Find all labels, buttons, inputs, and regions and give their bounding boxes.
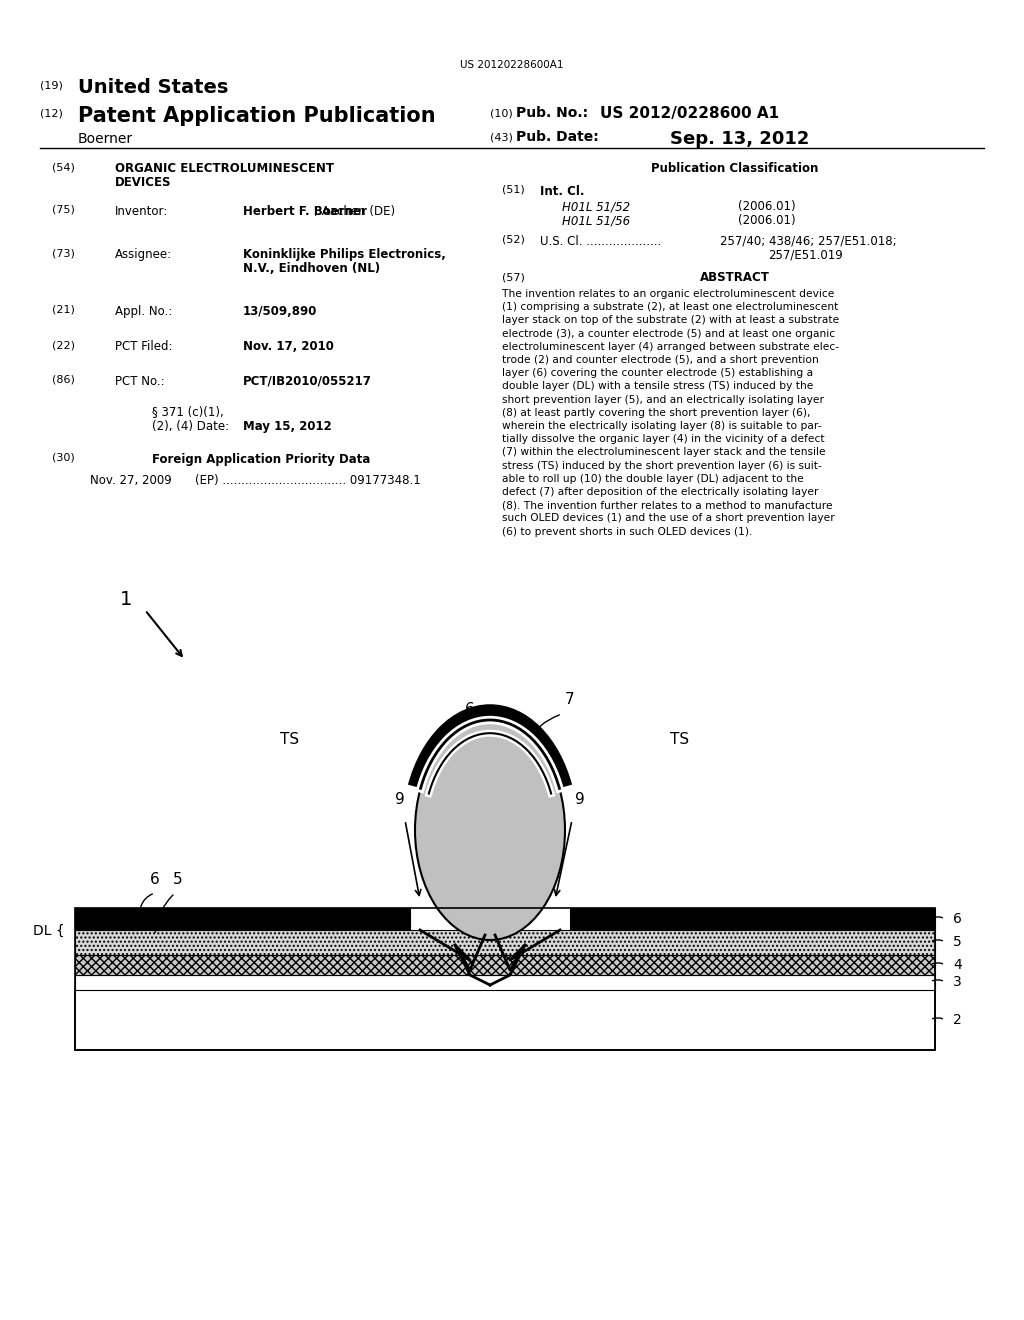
Text: such OLED devices (1) and the use of a short prevention layer: such OLED devices (1) and the use of a s… bbox=[502, 513, 835, 524]
Text: able to roll up (10) the double layer (DL) adjacent to the: able to roll up (10) the double layer (D… bbox=[502, 474, 804, 484]
Text: Int. Cl.: Int. Cl. bbox=[540, 185, 585, 198]
Text: U.S. Cl. ....................: U.S. Cl. .................... bbox=[540, 235, 662, 248]
Text: Herbert F. Boerner: Herbert F. Boerner bbox=[243, 205, 367, 218]
Text: Appl. No.:: Appl. No.: bbox=[115, 305, 172, 318]
Bar bbox=[75, 954, 935, 975]
Text: TS: TS bbox=[281, 733, 300, 747]
Text: (51): (51) bbox=[502, 185, 524, 195]
Text: Pub. No.:: Pub. No.: bbox=[516, 106, 588, 120]
Text: Foreign Application Priority Data: Foreign Application Priority Data bbox=[152, 453, 371, 466]
Text: 7: 7 bbox=[565, 693, 574, 708]
Text: (43): (43) bbox=[490, 132, 513, 143]
Text: electrode (3), a counter electrode (5) and at least one organic: electrode (3), a counter electrode (5) a… bbox=[502, 329, 836, 339]
Text: PCT No.:: PCT No.: bbox=[115, 375, 165, 388]
Text: (7) within the electroluminescent layer stack and the tensile: (7) within the electroluminescent layer … bbox=[502, 447, 825, 458]
Text: 9: 9 bbox=[575, 792, 585, 808]
Text: (54): (54) bbox=[52, 162, 75, 172]
Text: 9: 9 bbox=[395, 792, 404, 808]
Text: Patent Application Publication: Patent Application Publication bbox=[78, 106, 435, 125]
Text: trode (2) and counter electrode (5), and a short prevention: trode (2) and counter electrode (5), and… bbox=[502, 355, 819, 366]
Text: Nov. 27, 2009: Nov. 27, 2009 bbox=[90, 474, 172, 487]
Bar bbox=[75, 975, 935, 990]
Text: Koninklijke Philips Electronics,: Koninklijke Philips Electronics, bbox=[243, 248, 445, 261]
Text: short prevention layer (5), and an electrically isolating layer: short prevention layer (5), and an elect… bbox=[502, 395, 824, 405]
Bar bbox=[570, 908, 935, 931]
Text: 6: 6 bbox=[953, 912, 962, 927]
Bar bbox=[75, 931, 935, 954]
Text: ORGANIC ELECTROLUMINESCENT: ORGANIC ELECTROLUMINESCENT bbox=[115, 162, 334, 176]
Text: (EP) ................................. 09177348.1: (EP) ................................. 0… bbox=[195, 474, 421, 487]
Text: (8). The invention further relates to a method to manufacture: (8). The invention further relates to a … bbox=[502, 500, 833, 511]
Text: 257/40; 438/46; 257/E51.018;: 257/40; 438/46; 257/E51.018; bbox=[720, 235, 897, 248]
Text: Publication Classification: Publication Classification bbox=[651, 162, 818, 176]
Text: DEVICES: DEVICES bbox=[115, 176, 171, 189]
Text: (73): (73) bbox=[52, 248, 75, 257]
Text: Pub. Date:: Pub. Date: bbox=[516, 129, 599, 144]
Text: PCT Filed:: PCT Filed: bbox=[115, 341, 172, 352]
Text: (2006.01): (2006.01) bbox=[738, 201, 796, 213]
Text: 6: 6 bbox=[151, 873, 160, 887]
Text: 3: 3 bbox=[953, 975, 962, 989]
Text: (12): (12) bbox=[40, 108, 62, 117]
Text: Boerner: Boerner bbox=[78, 132, 133, 147]
Text: (8) at least partly covering the short prevention layer (6),: (8) at least partly covering the short p… bbox=[502, 408, 810, 418]
Text: § 371 (c)(1),: § 371 (c)(1), bbox=[152, 405, 224, 418]
Text: Inventor:: Inventor: bbox=[115, 205, 168, 218]
Text: (22): (22) bbox=[52, 341, 75, 350]
Text: 4: 4 bbox=[953, 958, 962, 972]
Text: (2006.01): (2006.01) bbox=[738, 214, 796, 227]
Bar bbox=[75, 908, 410, 931]
Text: ABSTRACT: ABSTRACT bbox=[700, 271, 770, 284]
Text: May 15, 2012: May 15, 2012 bbox=[243, 420, 332, 433]
Text: 5: 5 bbox=[173, 873, 183, 887]
Text: (75): (75) bbox=[52, 205, 75, 215]
Text: United States: United States bbox=[78, 78, 228, 96]
Text: 5: 5 bbox=[953, 935, 962, 949]
Text: 2: 2 bbox=[953, 1012, 962, 1027]
Text: defect (7) after deposition of the electrically isolating layer: defect (7) after deposition of the elect… bbox=[502, 487, 818, 498]
Text: N.V., Eindhoven (NL): N.V., Eindhoven (NL) bbox=[243, 261, 380, 275]
Text: (2), (4) Date:: (2), (4) Date: bbox=[152, 420, 229, 433]
Text: double layer (DL) with a tensile stress (TS) induced by the: double layer (DL) with a tensile stress … bbox=[502, 381, 813, 392]
Text: (21): (21) bbox=[52, 305, 75, 315]
Text: (10): (10) bbox=[490, 108, 513, 117]
Bar bbox=[75, 990, 935, 1049]
Ellipse shape bbox=[415, 719, 565, 940]
Text: US 20120228600A1: US 20120228600A1 bbox=[460, 59, 564, 70]
Text: PCT/IB2010/055217: PCT/IB2010/055217 bbox=[243, 375, 372, 388]
Text: DL {: DL { bbox=[33, 924, 65, 939]
Text: 257/E51.019: 257/E51.019 bbox=[768, 249, 843, 261]
Text: Assignee:: Assignee: bbox=[115, 248, 172, 261]
Text: , Aachen (DE): , Aachen (DE) bbox=[243, 205, 395, 218]
Text: 13/509,890: 13/509,890 bbox=[243, 305, 317, 318]
Text: wherein the electrically isolating layer (8) is suitable to par-: wherein the electrically isolating layer… bbox=[502, 421, 821, 432]
Text: electroluminescent layer (4) arranged between substrate elec-: electroluminescent layer (4) arranged be… bbox=[502, 342, 839, 352]
Text: The invention relates to an organic electroluminescent device: The invention relates to an organic elec… bbox=[502, 289, 835, 300]
Text: (57): (57) bbox=[502, 272, 525, 282]
Text: TS: TS bbox=[671, 733, 689, 747]
Text: stress (TS) induced by the short prevention layer (6) is suit-: stress (TS) induced by the short prevent… bbox=[502, 461, 822, 471]
Text: Sep. 13, 2012: Sep. 13, 2012 bbox=[670, 129, 809, 148]
Text: layer stack on top of the substrate (2) with at least a substrate: layer stack on top of the substrate (2) … bbox=[502, 315, 840, 326]
Text: 1: 1 bbox=[120, 590, 132, 609]
Text: 6: 6 bbox=[465, 702, 475, 718]
Text: (19): (19) bbox=[40, 81, 62, 90]
Bar bbox=[75, 908, 935, 1049]
Text: (86): (86) bbox=[52, 375, 75, 385]
Text: (30): (30) bbox=[52, 453, 75, 463]
Text: (52): (52) bbox=[502, 235, 525, 246]
Text: (1) comprising a substrate (2), at least one electroluminescent: (1) comprising a substrate (2), at least… bbox=[502, 302, 839, 313]
Text: (6) to prevent shorts in such OLED devices (1).: (6) to prevent shorts in such OLED devic… bbox=[502, 527, 753, 537]
Text: H01L 51/52: H01L 51/52 bbox=[562, 201, 630, 213]
Text: tially dissolve the organic layer (4) in the vicinity of a defect: tially dissolve the organic layer (4) in… bbox=[502, 434, 824, 445]
Text: US 2012/0228600 A1: US 2012/0228600 A1 bbox=[600, 106, 779, 121]
Text: layer (6) covering the counter electrode (5) establishing a: layer (6) covering the counter electrode… bbox=[502, 368, 813, 379]
Text: Nov. 17, 2010: Nov. 17, 2010 bbox=[243, 341, 334, 352]
Text: H01L 51/56: H01L 51/56 bbox=[562, 214, 630, 227]
